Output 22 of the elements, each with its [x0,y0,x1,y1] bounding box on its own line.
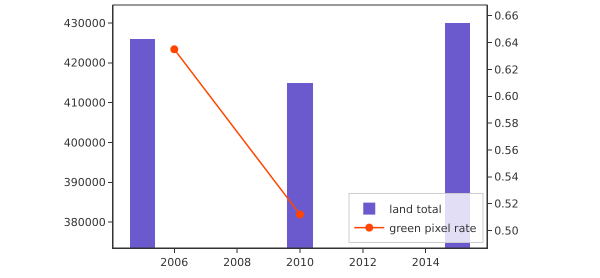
y-tick-label: 380000 [64,216,106,229]
y2-tick-label: 0.66 [494,10,519,23]
y2-tick-label: 0.62 [494,63,519,76]
y-tick-label: 410000 [64,96,106,110]
y2-tick-label: 0.58 [494,116,519,130]
y2-tick-label: 0.54 [494,170,519,184]
legend-label: green pixel rate [389,222,477,235]
x-tick-label: 2008 [223,256,252,270]
y2-tick-label: 0.56 [494,144,519,157]
y2-tick-label: 0.60 [494,90,519,104]
y-tick-label: 420000 [64,56,106,70]
y2-tick-label: 0.52 [494,198,519,211]
y-tick-label: 430000 [64,16,106,30]
y-tick-label: 400000 [64,136,106,150]
legend-label: land total [389,202,442,216]
y2-tick-label: 0.50 [494,224,519,238]
x-tick-label: 2010 [286,256,314,270]
y2-tick-label: 0.64 [494,36,519,50]
x-tick-label: 2014 [412,256,440,270]
y-tick-label: 390000 [64,176,106,190]
x-tick-label: 2012 [348,256,377,270]
x-tick-label: 2006 [160,256,188,270]
